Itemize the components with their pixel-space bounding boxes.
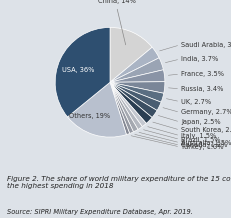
Text: USA, 36%: USA, 36% xyxy=(62,67,94,73)
Wedge shape xyxy=(110,47,159,82)
Wedge shape xyxy=(110,70,165,82)
Text: Figure 2. The share of world military expenditure of the 15 countries with
the h: Figure 2. The share of world military ex… xyxy=(7,175,231,189)
Wedge shape xyxy=(55,27,110,117)
Wedge shape xyxy=(110,82,130,135)
Text: Germany, 2.7%: Germany, 2.7% xyxy=(181,109,231,116)
Wedge shape xyxy=(110,82,164,102)
Text: India, 3.7%: India, 3.7% xyxy=(181,56,219,62)
Text: Canada, 1.2%: Canada, 1.2% xyxy=(181,142,228,148)
Text: China, 14%: China, 14% xyxy=(98,0,136,4)
Text: France, 3.5%: France, 3.5% xyxy=(181,71,224,77)
Wedge shape xyxy=(110,27,152,82)
Wedge shape xyxy=(110,82,142,129)
Text: Brazil, 1.5%: Brazil, 1.5% xyxy=(181,136,221,143)
Text: Turkey, 1.0%: Turkey, 1.0% xyxy=(181,144,224,150)
Text: Saudi Arabia, 3.7%: Saudi Arabia, 3.7% xyxy=(181,42,231,48)
Text: Russia, 3.4%: Russia, 3.4% xyxy=(181,86,224,92)
Wedge shape xyxy=(110,82,152,123)
Wedge shape xyxy=(110,82,146,127)
Wedge shape xyxy=(110,82,138,132)
Text: South Korea, 2.4%: South Korea, 2.4% xyxy=(181,127,231,133)
Wedge shape xyxy=(67,82,126,137)
Text: Australia, 1.5%: Australia, 1.5% xyxy=(181,140,231,146)
Text: Others, 19%: Others, 19% xyxy=(69,113,110,119)
Wedge shape xyxy=(110,82,165,93)
Text: UK, 2.7%: UK, 2.7% xyxy=(181,99,211,105)
Text: Japan, 2.5%: Japan, 2.5% xyxy=(181,119,221,125)
Text: Source: SIPRI Military Expenditure Database, Apr. 2019.: Source: SIPRI Military Expenditure Datab… xyxy=(7,209,193,215)
Wedge shape xyxy=(110,82,161,111)
Wedge shape xyxy=(110,82,134,133)
Wedge shape xyxy=(110,82,157,118)
Text: Italy, 1.5%: Italy, 1.5% xyxy=(181,133,217,139)
Wedge shape xyxy=(110,58,163,82)
